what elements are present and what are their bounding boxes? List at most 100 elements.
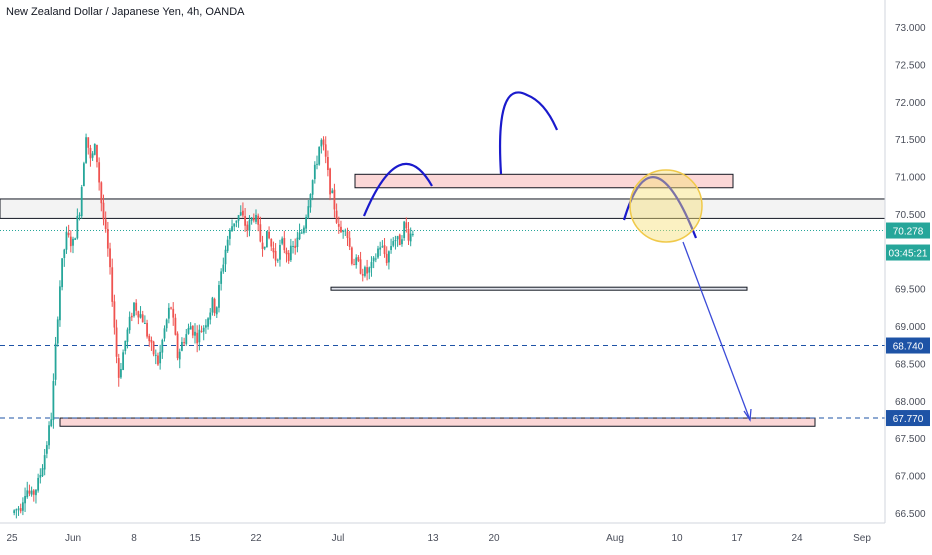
candle-body bbox=[259, 224, 262, 242]
candle-body bbox=[48, 425, 50, 446]
candle-body bbox=[270, 239, 273, 247]
candle-body bbox=[385, 253, 388, 264]
candle-body bbox=[211, 297, 214, 313]
chart-title: New Zealand Dollar / Japanese Yen, 4h, O… bbox=[6, 6, 245, 18]
candle-body bbox=[161, 339, 164, 353]
highlight-circle bbox=[629, 169, 703, 243]
candle-body bbox=[303, 227, 305, 233]
candle-body bbox=[41, 468, 44, 477]
candle-body bbox=[403, 221, 406, 238]
candle-body bbox=[340, 226, 342, 233]
candle-body bbox=[246, 224, 249, 231]
candle-body bbox=[244, 216, 247, 226]
candle-body bbox=[37, 477, 40, 491]
candle-body bbox=[398, 234, 401, 246]
candle-body bbox=[69, 236, 72, 247]
candle-body bbox=[289, 245, 292, 261]
candle-body bbox=[85, 137, 87, 163]
candle-body bbox=[300, 232, 303, 234]
candle-body bbox=[233, 223, 236, 227]
y-tick-label: 71.000 bbox=[895, 173, 926, 184]
y-tick-label: 73.000 bbox=[895, 23, 926, 34]
candle-body bbox=[126, 329, 129, 342]
candle-body bbox=[220, 271, 223, 284]
current-price-label: 70.278 bbox=[893, 227, 924, 238]
x-tick-label: Sep bbox=[853, 533, 871, 544]
candle-body bbox=[13, 510, 16, 514]
candle-body bbox=[54, 343, 57, 380]
x-tick-label: 25 bbox=[6, 533, 18, 544]
candle-body bbox=[276, 259, 279, 261]
candle-body bbox=[355, 257, 358, 266]
analysis-drawings bbox=[362, 91, 752, 422]
candle-body bbox=[74, 238, 77, 240]
candle-body bbox=[409, 233, 412, 242]
head-arc bbox=[498, 91, 559, 175]
candle-body bbox=[204, 325, 207, 328]
candle-body bbox=[313, 164, 316, 180]
candle-body bbox=[374, 258, 377, 260]
candle-body bbox=[154, 354, 157, 356]
target-arrow-head bbox=[743, 408, 752, 422]
candle-body bbox=[344, 230, 347, 232]
candle-body bbox=[111, 267, 114, 302]
candle-body bbox=[305, 216, 308, 229]
candle-body bbox=[157, 355, 159, 365]
candle-body bbox=[311, 180, 314, 195]
candle-body bbox=[250, 217, 253, 221]
candle-body bbox=[135, 302, 138, 311]
candle-body bbox=[21, 502, 24, 511]
candle-body bbox=[213, 298, 216, 314]
candle-body bbox=[348, 237, 351, 247]
candle-body bbox=[65, 231, 68, 250]
candle-body bbox=[150, 339, 153, 343]
candle-body bbox=[115, 327, 118, 357]
left-shoulder-arc bbox=[362, 162, 433, 217]
candle-body bbox=[383, 245, 386, 255]
candle-body bbox=[222, 264, 225, 272]
candle-body bbox=[196, 332, 199, 344]
y-tick-label: 70.500 bbox=[895, 210, 926, 221]
candle-body bbox=[242, 210, 244, 216]
candle-body bbox=[185, 334, 188, 344]
candle-body bbox=[178, 351, 181, 360]
candle-body bbox=[72, 238, 74, 246]
candle-body bbox=[91, 153, 94, 158]
candle-body bbox=[67, 232, 70, 236]
y-tick-label: 67.000 bbox=[895, 472, 926, 483]
candle-body bbox=[100, 182, 103, 204]
candle-body bbox=[224, 249, 227, 265]
candle-body bbox=[128, 316, 131, 331]
candle-body bbox=[342, 230, 345, 232]
candle-body bbox=[35, 489, 37, 496]
candle-body bbox=[265, 231, 268, 248]
x-tick-label: Jul bbox=[332, 533, 345, 544]
level-68740-label: 68.740 bbox=[893, 342, 924, 353]
x-tick-label: 20 bbox=[488, 533, 500, 544]
candle-body bbox=[324, 144, 327, 157]
candle-body bbox=[257, 215, 260, 225]
candle-body bbox=[143, 323, 146, 325]
candle-body bbox=[390, 246, 392, 251]
x-tick-label: 8 bbox=[131, 533, 137, 544]
candle-body bbox=[78, 214, 81, 217]
candle-body bbox=[320, 140, 323, 147]
candle-body bbox=[141, 314, 144, 323]
candle-body bbox=[226, 239, 229, 251]
candle-body bbox=[102, 202, 105, 220]
candle-body bbox=[63, 249, 66, 258]
x-tick-label: 10 bbox=[671, 533, 683, 544]
x-tick-label: 15 bbox=[189, 533, 201, 544]
candle-body bbox=[272, 247, 275, 253]
candle-body bbox=[353, 264, 355, 266]
candle-body bbox=[45, 445, 48, 454]
x-tick-label: 22 bbox=[250, 533, 262, 544]
candle-body bbox=[292, 245, 294, 247]
candle-body bbox=[181, 341, 183, 351]
candle-body bbox=[235, 220, 238, 223]
candle-body bbox=[32, 490, 35, 495]
candle-body bbox=[346, 231, 349, 238]
candle-body bbox=[109, 248, 111, 268]
